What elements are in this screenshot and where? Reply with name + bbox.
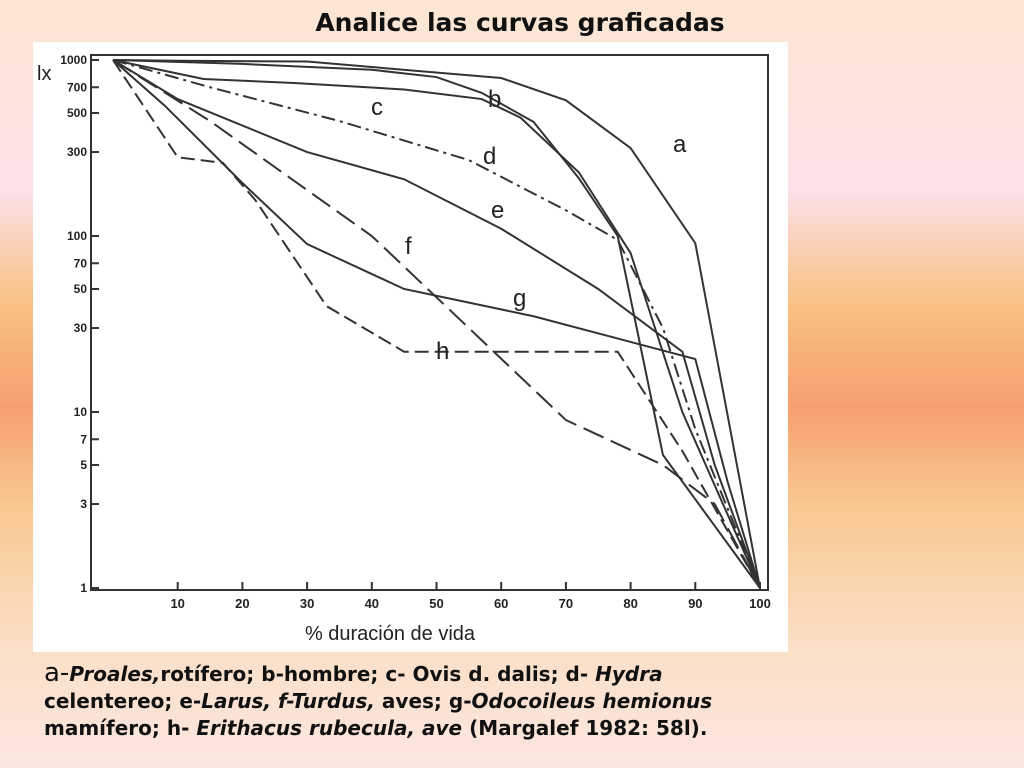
x-tick-label: 10	[170, 596, 184, 611]
series-label: c	[371, 94, 383, 121]
caption-run: aves; g-	[374, 689, 472, 713]
x-tick-label: 30	[300, 596, 314, 611]
x-axis-label: % duración de vida	[305, 623, 476, 645]
caption-run: Hydra	[595, 662, 663, 686]
caption: a-Proales,rotífero; b-hombre; c- Ovis d.…	[44, 660, 712, 742]
series-line	[112, 59, 761, 589]
x-tick-label: 50	[429, 596, 443, 611]
y-axis-label: lx	[37, 63, 51, 85]
series-label: e	[491, 197, 504, 224]
caption-run: rotífero; b-hombre; c- Ovis d. dalis; d-	[160, 662, 596, 686]
slide-title: Analice las curvas graficadas	[315, 8, 725, 37]
x-tick-label: 20	[235, 596, 249, 611]
series-label: f	[405, 233, 412, 260]
x-tick-label: 80	[623, 596, 637, 611]
caption-run: Proales,	[69, 662, 161, 686]
series-line	[112, 59, 761, 589]
series-line	[112, 59, 761, 589]
y-tick-label: 10	[74, 405, 88, 419]
y-tick-label: 1000	[60, 53, 87, 67]
series-line	[112, 59, 761, 589]
y-tick-label: 30	[74, 321, 88, 335]
series-label: b	[488, 86, 501, 113]
y-tick-label: 500	[67, 106, 87, 120]
y-tick-label: 70	[74, 256, 88, 270]
y-tick-label: 300	[67, 145, 87, 159]
caption-run: Odocoileus hemionus	[471, 689, 713, 713]
x-tick-label: 90	[688, 596, 702, 611]
series-label: d	[483, 143, 496, 170]
series-label: a	[673, 131, 687, 158]
series-line	[112, 59, 761, 589]
y-tick-label: 3	[80, 497, 87, 511]
caption-run: Larus, f-Turdus,	[201, 689, 375, 713]
y-tick-label: 1	[80, 581, 87, 595]
x-tick-label: 100	[749, 596, 771, 611]
x-tick-label: 70	[559, 596, 573, 611]
y-tick-label: 700	[67, 80, 87, 94]
y-tick-label: 100	[67, 229, 87, 243]
plot-frame	[90, 54, 769, 591]
series-line	[112, 59, 761, 589]
chart: lx % duración de vida 1000 700 500 300 100 70…	[33, 42, 788, 652]
series-line	[112, 59, 761, 589]
y-tick-label: 7	[80, 432, 87, 446]
series-label: h	[436, 338, 449, 365]
x-tick-label: 40	[365, 596, 379, 611]
series-line	[112, 59, 761, 589]
y-tick-label: 5	[80, 458, 87, 472]
x-tick-label: 60	[494, 596, 508, 611]
series-label: g	[513, 285, 526, 312]
caption-run: Erithacus rubecula, ave	[196, 716, 463, 740]
caption-run: celentereo; e-	[44, 689, 202, 713]
y-tick-label: 50	[74, 282, 88, 296]
caption-run: (Margalef 1982: 58l).	[462, 716, 708, 740]
caption-run: a-	[44, 658, 70, 688]
caption-run: mamífero; h-	[44, 716, 197, 740]
